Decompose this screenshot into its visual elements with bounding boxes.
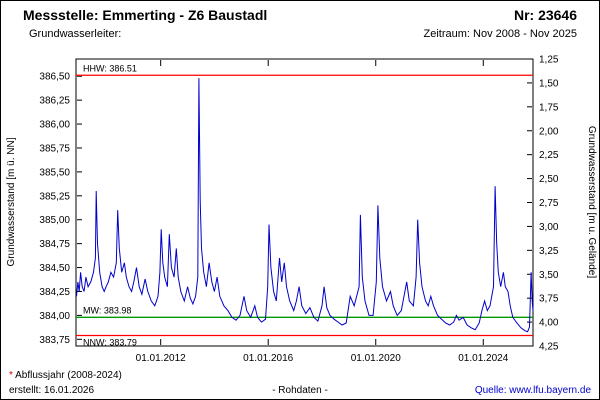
footnote: * Abflussjahr (2008-2024) xyxy=(9,370,122,381)
aquifer-label: Grundwasserleiter: xyxy=(29,28,122,40)
data-type-label: - Rohdaten - xyxy=(272,385,328,396)
y-right-tick-label: 3,50 xyxy=(539,270,559,281)
y-right-tick-label: 2,25 xyxy=(539,150,559,161)
footer: erstellt: 16.01.2026 - Rohdaten - Quelle… xyxy=(9,385,591,399)
y-right-tick-label: 1,25 xyxy=(539,55,559,66)
y-left-tick-label: 385,25 xyxy=(39,191,70,202)
y-left-tick-label: 384,75 xyxy=(39,239,70,250)
y-left-tick-label: 385,75 xyxy=(39,143,70,154)
x-tick-label: 01.01.2012 xyxy=(136,353,186,364)
y-axis-left-title: Grundwasserstand [m ü. NN] xyxy=(6,137,17,266)
y-right-tick-label: 3,75 xyxy=(539,294,559,305)
y-right-tick-label: 4,00 xyxy=(539,318,559,329)
period-label: Zeitraum: Nov 2008 - Nov 2025 xyxy=(423,28,577,40)
x-tick-label: 01.01.2016 xyxy=(243,353,293,364)
plot-frame xyxy=(75,58,534,347)
y-right-tick-label: 4,25 xyxy=(539,342,559,353)
subheader: Grundwasserleiter: Zeitraum: Nov 2008 - … xyxy=(29,28,577,40)
station-number: Nr: 23646 xyxy=(513,7,577,23)
y-axis-right-title: Grundwasserstand [m u. Gelände] xyxy=(586,126,597,279)
y-left-tick-label: 383,75 xyxy=(39,335,70,346)
created-date: erstellt: 16.01.2026 xyxy=(9,385,95,396)
y-left-tick-label: 385,00 xyxy=(39,215,70,226)
y-right-tick-label: 1,50 xyxy=(539,78,559,89)
header: Messstelle: Emmerting - Z6 Baustadl Nr: … xyxy=(23,7,577,23)
page-title: Messstelle: Emmerting - Z6 Baustadl xyxy=(23,7,268,23)
y-left-tick-label: 386,25 xyxy=(39,96,70,107)
source-link[interactable]: Quelle: www.lfu.bayern.de xyxy=(474,385,591,396)
footnote-text: Abflussjahr (2008-2024) xyxy=(12,370,122,381)
y-left-tick-label: 385,50 xyxy=(39,167,70,178)
ref-line-label-mw: MW: 383.98 xyxy=(83,305,131,315)
x-tick-label: 01.01.2024 xyxy=(458,353,508,364)
y-left-tick-label: 384,50 xyxy=(39,263,70,274)
y-right-tick-label: 3,25 xyxy=(539,246,559,257)
x-tick-label: 01.01.2020 xyxy=(351,353,401,364)
y-right-tick-label: 2,75 xyxy=(539,198,559,209)
y-right-tick-label: 3,00 xyxy=(539,222,559,233)
y-left-tick-label: 386,50 xyxy=(39,72,70,83)
y-left-tick-label: 384,00 xyxy=(39,311,70,322)
y-right-tick-label: 2,00 xyxy=(539,126,559,137)
y-left-tick-label: 386,00 xyxy=(39,120,70,131)
y-right-tick-label: 1,75 xyxy=(539,102,559,113)
ref-line-label-nnw: NNW: 383.79 xyxy=(83,337,137,347)
data-series xyxy=(76,78,534,333)
y-left-tick-label: 384,25 xyxy=(39,287,70,298)
y-right-tick-label: 2,50 xyxy=(539,174,559,185)
footnote-asterisk: * xyxy=(9,370,13,381)
ref-line-label-hhw: HHW: 386.51 xyxy=(83,63,137,73)
